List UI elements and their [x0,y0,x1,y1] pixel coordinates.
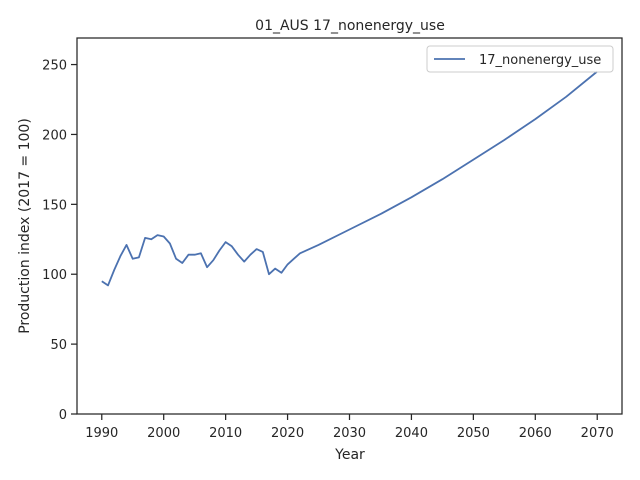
plot-area [101,70,598,287]
y-tick-label: 150 [42,198,67,213]
x-tick-label: 2050 [457,426,490,441]
y-axis-label: Production index (2017 = 100) [17,118,33,334]
x-tick-label: 1990 [85,426,118,441]
chart-title: 01_AUS 17_nonenergy_use [255,18,445,34]
y-tick-label: 50 [50,338,67,353]
legend: 17_nonenergy_use [426,45,614,73]
axes-frame [76,37,623,415]
x-tick-label: 2070 [581,426,614,441]
legend-box [426,45,614,73]
y-tick-label: 100 [42,268,67,283]
x-tick-label: 2030 [333,426,366,441]
series-line-17-nonenergy-use [101,70,598,287]
y-tick-label: 250 [42,59,67,74]
x-tick-label: 2010 [209,426,242,441]
x-tick-label: 2060 [519,426,552,441]
x-tick-label: 2000 [147,426,180,441]
axis-ticks: 1990 2000 2010 2020 2030 2040 2050 2060 2070 0 50 1… [42,59,614,441]
x-tick-label: 2040 [395,426,428,441]
y-tick-label: 200 [42,128,67,143]
legend-label: 17_nonenergy_use [479,53,601,68]
x-axis-label: Year [334,447,365,463]
y-tick-label: 0 [59,408,67,423]
x-tick-label: 2020 [271,426,304,441]
